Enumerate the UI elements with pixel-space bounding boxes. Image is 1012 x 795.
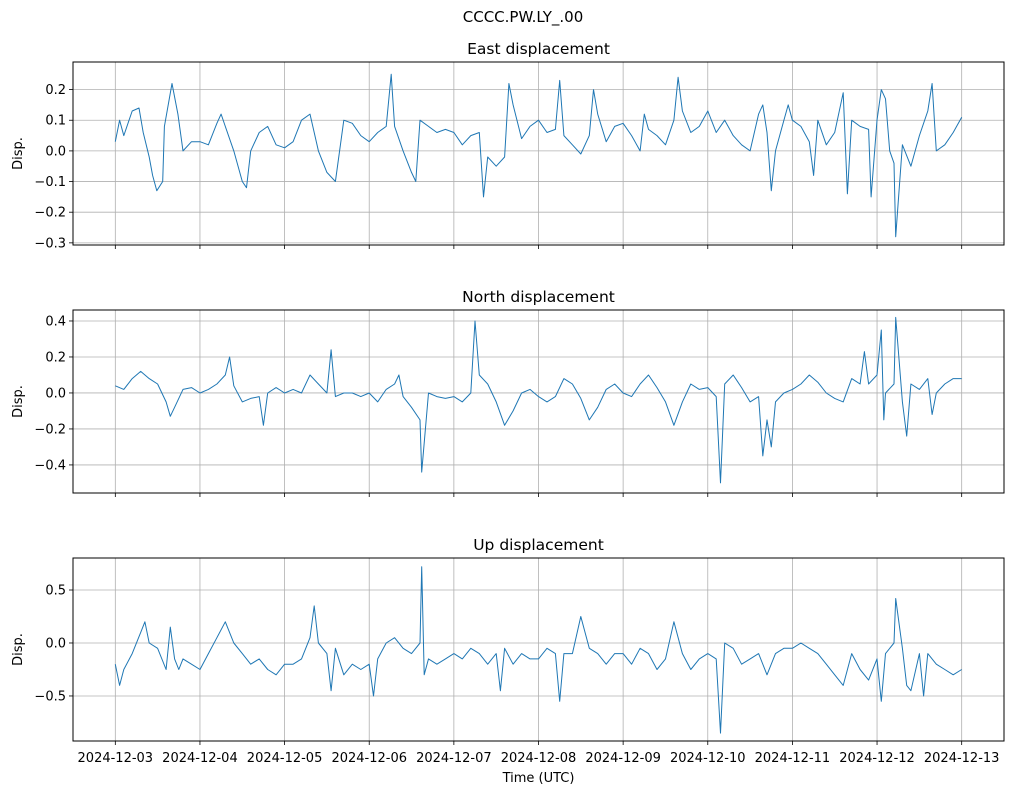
- y-axis-label: Disp.: [11, 137, 26, 170]
- x-tick-label: 2024-12-12: [839, 751, 915, 766]
- series-line: [114, 73, 963, 238]
- y-tick-label: 0.4: [45, 314, 66, 329]
- x-tick-label: 2024-12-11: [755, 751, 831, 766]
- figure-suptitle: CCCC.PW.LY_.00: [462, 8, 584, 26]
- y-tick-label: 0.2: [45, 83, 66, 98]
- y-axis-label: Disp.: [11, 633, 26, 666]
- x-tick-label: 2024-12-06: [331, 751, 407, 766]
- y-tick-label: 0.1: [45, 114, 66, 129]
- y-tick-label: −0.5: [34, 689, 66, 704]
- y-tick-label: 0.0: [45, 386, 66, 401]
- y-tick-label: 0.0: [45, 144, 66, 159]
- x-tick-label: 2024-12-04: [162, 751, 238, 766]
- y-axis-label: Disp.: [11, 385, 26, 418]
- x-tick-label: 2024-12-03: [78, 751, 154, 766]
- panel-east: −0.3 −0.2 −0.1 0.0 0.1 0.2 East displacement Di…: [11, 40, 1005, 251]
- x-tick-label: 2024-12-10: [670, 751, 746, 766]
- x-tick-label: 2024-12-13: [924, 751, 1000, 766]
- x-axis-label: Time (UTC): [502, 771, 575, 786]
- y-tick-label: 0.0: [45, 636, 66, 651]
- y-tick-label: 0.5: [45, 584, 66, 599]
- y-tick-label: 0.2: [45, 350, 66, 365]
- axes-title: East displacement: [467, 40, 610, 58]
- x-tick-label: 2024-12-08: [501, 751, 577, 766]
- y-tick-label: −0.4: [34, 458, 66, 473]
- y-tick-label: −0.2: [34, 422, 66, 437]
- series-line: [114, 566, 962, 734]
- panel-north: −0.4 −0.2 0.0 0.2 0.4 North displacement Disp.: [11, 288, 1005, 497]
- x-tick-label: 2024-12-07: [416, 751, 492, 766]
- panel-up: 2024-12-03 2024-12-04 2024-12-05 2024-12-06…: [11, 536, 1005, 786]
- series-line: [115, 316, 962, 484]
- y-tick-label: −0.2: [34, 206, 66, 221]
- y-tick-label: −0.3: [34, 236, 66, 251]
- y-tick-label: −0.1: [34, 175, 66, 190]
- axes-title: North displacement: [462, 288, 615, 306]
- x-tick-label: 2024-12-05: [247, 751, 323, 766]
- x-tick-label: 2024-12-09: [585, 751, 661, 766]
- axes-title: Up displacement: [473, 536, 604, 554]
